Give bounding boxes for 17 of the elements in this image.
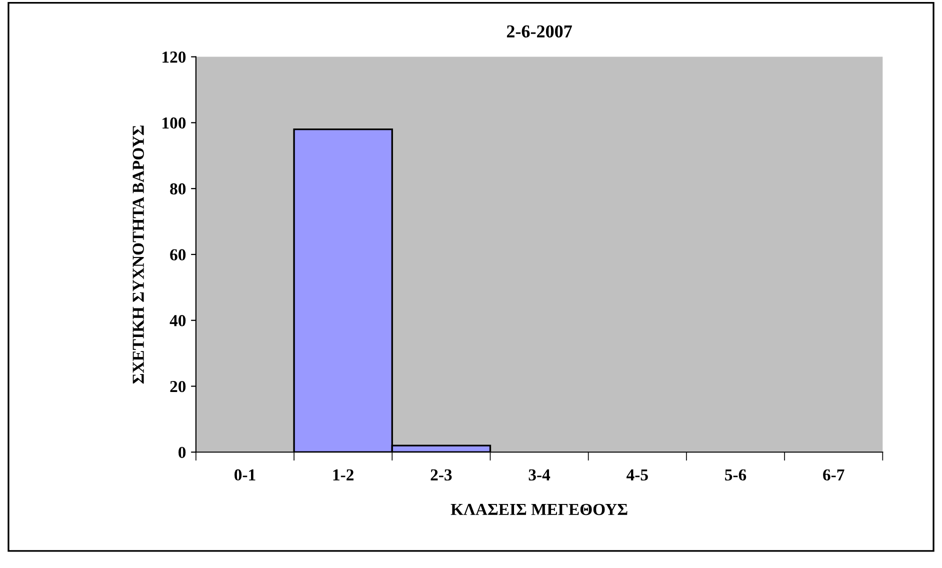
y-tick-label: 80 bbox=[170, 183, 186, 195]
x-tick-label: 4-5 bbox=[626, 469, 648, 481]
y-axis-title: ΣΧΕΤΙΚΗ ΣΥΧΝΟΤΗΤΑ ΒΑΡΟΥΣ bbox=[132, 126, 144, 384]
y-tick-label: 120 bbox=[162, 52, 186, 63]
y-tick-label: 0 bbox=[178, 446, 186, 458]
y-tick-label: 100 bbox=[162, 117, 186, 129]
x-axis-title: ΚΛΑΣΕΙΣ ΜΕΓΕΘΟΥΣ bbox=[450, 504, 628, 516]
x-tick-label: 1-2 bbox=[333, 469, 354, 480]
x-tick-label: 0-1 bbox=[234, 469, 256, 481]
y-tick-label: 20 bbox=[170, 380, 186, 392]
x-tick-label: 6-7 bbox=[823, 469, 844, 481]
x-tick-label: 5-6 bbox=[725, 469, 746, 481]
x-tick-label: 2-3 bbox=[430, 469, 452, 481]
x-tick-label: 3-4 bbox=[528, 469, 550, 481]
y-tick-label: 40 bbox=[170, 315, 186, 326]
chart-title: 2-6-2007 bbox=[506, 25, 572, 38]
y-tick-label: 60 bbox=[170, 249, 186, 260]
